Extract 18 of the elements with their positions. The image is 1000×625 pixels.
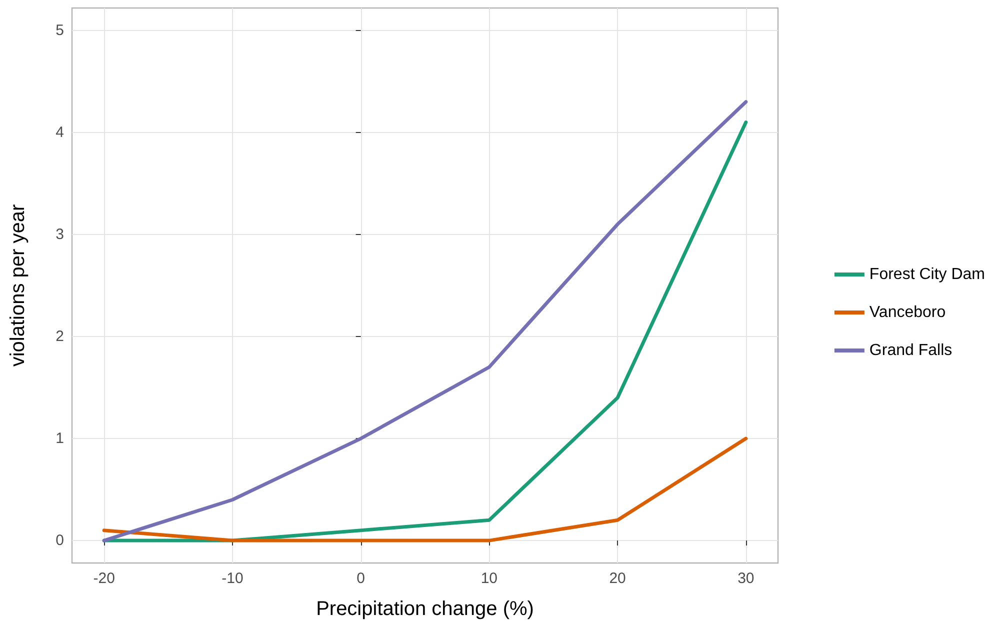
x-tick-label: -10: [222, 570, 244, 587]
y-tick-label: 5: [56, 22, 64, 39]
legend-label: Forest City Dam: [869, 266, 986, 283]
legend-label: Grand Falls: [869, 342, 952, 359]
y-tick-label: 3: [56, 226, 64, 243]
x-tick-label: 20: [609, 570, 626, 587]
y-tick-label: 4: [56, 124, 64, 141]
x-tick-label: -20: [93, 570, 115, 587]
x-tick-label: 10: [480, 570, 498, 587]
x-tick-label: 30: [738, 570, 754, 587]
y-tick-label: 0: [56, 532, 64, 550]
y-tick-label: 2: [56, 328, 64, 346]
y-axis-title: violations per year: [7, 204, 29, 367]
legend-label: Vanceboro: [869, 304, 946, 321]
x-tick-label: 0: [356, 570, 365, 587]
y-tick-label: 1: [56, 430, 64, 448]
x-axis-title: Precipitation change (%): [316, 598, 534, 620]
line-series: [102, 436, 748, 542]
